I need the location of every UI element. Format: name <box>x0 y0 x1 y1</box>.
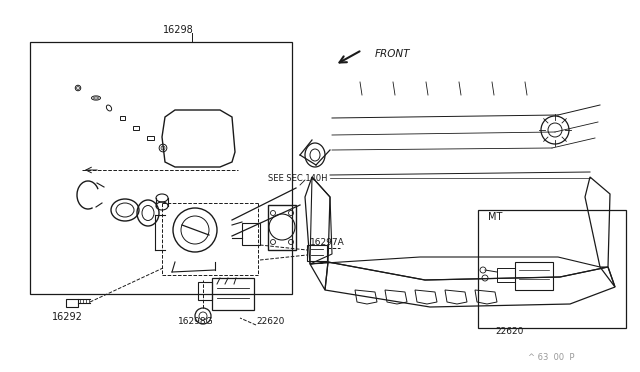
Text: MT: MT <box>488 212 502 222</box>
Bar <box>66 299 78 307</box>
Text: 16297A: 16297A <box>310 237 345 247</box>
Bar <box>307 245 327 261</box>
Bar <box>30 42 292 294</box>
Bar <box>515 262 553 290</box>
Text: 16292: 16292 <box>52 312 83 322</box>
Bar <box>268 205 296 250</box>
Bar <box>478 210 626 328</box>
Text: 22620: 22620 <box>496 327 524 337</box>
Bar <box>212 278 254 310</box>
Text: 16298: 16298 <box>163 25 194 35</box>
Bar <box>242 223 260 245</box>
Text: 16298G: 16298G <box>178 317 214 327</box>
Bar <box>497 268 515 282</box>
Text: SEE SEC.140H: SEE SEC.140H <box>268 173 328 183</box>
Text: 22620: 22620 <box>256 317 284 327</box>
Text: FRONT: FRONT <box>375 49 410 59</box>
Bar <box>198 282 212 300</box>
Text: ^ 63  00  P: ^ 63 00 P <box>528 353 575 362</box>
